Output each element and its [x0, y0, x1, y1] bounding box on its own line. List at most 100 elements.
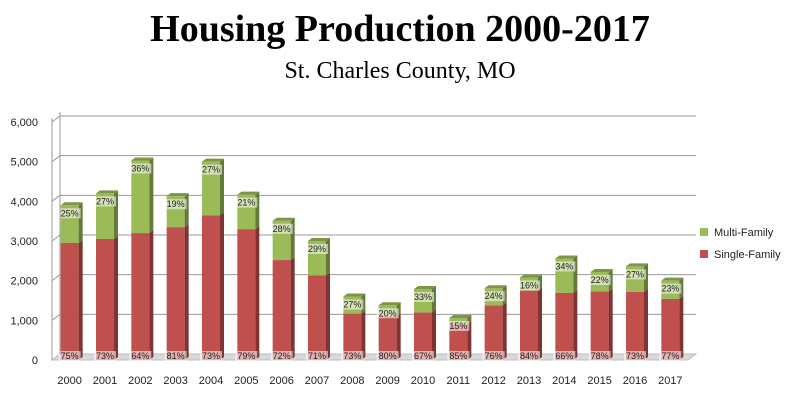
data-label-bg [270, 351, 293, 361]
bar-side [149, 230, 154, 360]
bar-front [131, 233, 150, 360]
bar-top [272, 217, 295, 221]
data-label: 75% [61, 351, 79, 361]
bar-top [166, 193, 189, 197]
bar-front [308, 275, 326, 360]
x-tick-label: 2013 [517, 375, 541, 387]
data-label: 85% [449, 351, 467, 361]
bar-single-family-2010 [414, 309, 436, 360]
data-label-bg [235, 197, 258, 208]
x-tick-label: 2004 [199, 375, 223, 387]
y-tick-label: 0 [32, 355, 38, 367]
gridlines [51, 115, 696, 361]
x-tick-label: 2010 [411, 375, 435, 387]
chart-subtitle: St. Charles County, MO [284, 58, 516, 84]
data-label-bg [164, 351, 187, 361]
bar-front [166, 227, 185, 360]
chart-title: Housing Production 2000-2017 [150, 8, 650, 50]
data-label-bg [518, 351, 540, 361]
bar-top [308, 238, 330, 241]
bar-single-family-2000 [60, 239, 83, 360]
x-axis: 2000 2001 2002 2003 2004 2005 2006 2007 2008 2009… [57, 375, 682, 387]
data-label: 78% [591, 351, 609, 361]
y-axis: 0 1,000 2,000 3,000 4,000 5,000 6,000 [10, 112, 61, 367]
legend: Multi-Family Single-Family [700, 227, 781, 261]
bar-top [449, 314, 472, 318]
x-tick-label: 2009 [375, 375, 399, 387]
bars: 75% 25% 73% 27% 64% 36% 81% 19% 73% 27% 79% 21% 72% 2… [58, 157, 684, 361]
data-label-bg [129, 351, 152, 361]
data-label-bg [341, 299, 364, 310]
data-label: 72% [273, 351, 291, 361]
x-tick-label: 2000 [57, 375, 81, 387]
data-label-bg [553, 351, 576, 361]
bar-side [502, 302, 507, 360]
bar-front [60, 242, 79, 360]
bar-front [378, 316, 397, 360]
data-label: 24% [485, 291, 503, 301]
bar-side [538, 287, 542, 360]
data-label: 19% [167, 199, 185, 209]
bar-side [184, 193, 189, 228]
bar-single-family-2003 [166, 224, 189, 360]
y-tick-label: 4,000 [10, 196, 38, 208]
data-label-bg [624, 351, 646, 361]
data-label: 73% [96, 351, 114, 361]
data-label-bg [58, 351, 81, 361]
bar-top [590, 268, 613, 272]
gridline-diag [51, 155, 61, 163]
data-label: 16% [520, 280, 538, 290]
bar-side [290, 257, 295, 360]
data-label-bg [588, 274, 611, 285]
bar-top [131, 157, 154, 161]
data-label: 23% [661, 284, 679, 294]
data-label-bg [412, 291, 434, 302]
data-label: 20% [379, 308, 397, 318]
data-label: 27% [343, 300, 361, 310]
bar-single-family-2014 [555, 289, 578, 360]
bar-single-family-2004 [202, 212, 224, 360]
gridline-diag [51, 115, 61, 123]
bar-side [114, 236, 118, 360]
data-label: 27% [626, 269, 644, 279]
bar-single-family-2015 [590, 288, 613, 360]
data-label: 64% [131, 351, 149, 361]
bar-multi-family-2002 [131, 157, 154, 234]
data-label: 73% [343, 351, 361, 361]
bar-top [520, 274, 542, 278]
x-tick-label: 2006 [269, 375, 293, 387]
legend-label: Single-Family [714, 249, 781, 261]
bar-side [326, 272, 330, 360]
bar-side [467, 321, 472, 360]
x-tick-label: 2016 [623, 375, 647, 387]
data-label: 81% [167, 351, 185, 361]
data-label-bg [58, 208, 81, 219]
data-label: 15% [449, 321, 467, 331]
data-label: 73% [626, 351, 644, 361]
data-label-bg [624, 269, 646, 280]
bar-side [78, 239, 83, 360]
data-label: 25% [61, 208, 79, 218]
data-label: 36% [131, 163, 149, 173]
data-label-bg [553, 261, 576, 272]
bar-side [184, 224, 189, 360]
data-label: 77% [661, 351, 679, 361]
bar-front [555, 292, 574, 360]
data-label-bg [164, 199, 187, 210]
bar-side [644, 288, 648, 360]
data-label-bg [376, 308, 399, 319]
data-label: 76% [485, 351, 503, 361]
x-tick-label: 2015 [587, 375, 611, 387]
data-label: 84% [520, 351, 538, 361]
y-tick-label: 6,000 [10, 117, 38, 129]
bar-side [326, 238, 330, 276]
y-tick-label: 5,000 [10, 157, 38, 169]
bar-front [96, 239, 114, 360]
data-label-bg [270, 223, 293, 234]
x-tick-label: 2005 [234, 375, 258, 387]
data-label-bg [200, 164, 222, 175]
data-label-bg [659, 351, 682, 361]
bar-side [149, 157, 154, 234]
bar-front [343, 313, 362, 360]
